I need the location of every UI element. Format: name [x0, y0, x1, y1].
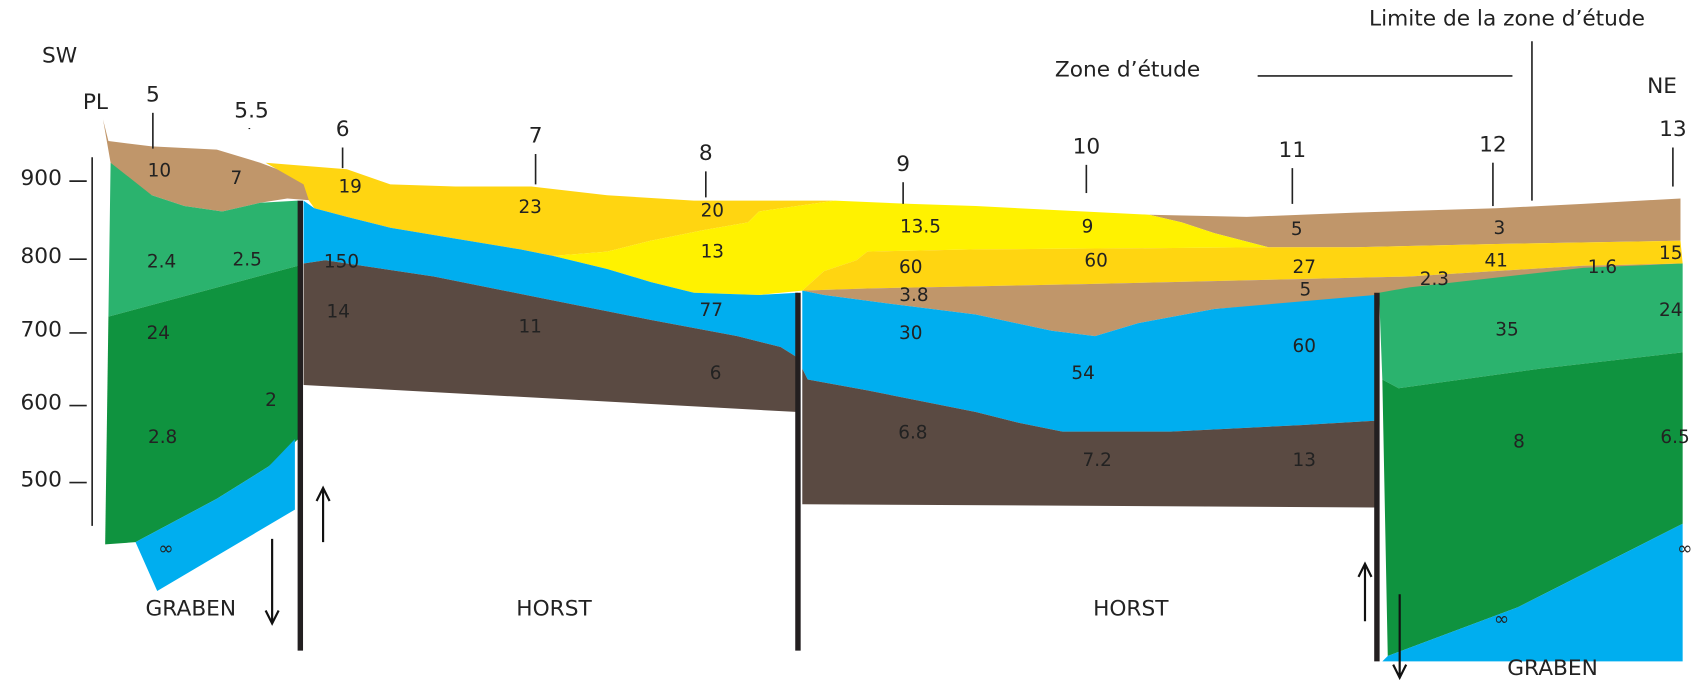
- layer-value: ∞: [1494, 609, 1509, 630]
- layer-value: 13: [1293, 450, 1316, 471]
- station-label: 6: [336, 117, 350, 142]
- layer-value: 11: [518, 316, 541, 337]
- arrow-up: [1358, 564, 1371, 621]
- layer-value: 3.8: [899, 285, 928, 306]
- structure-label: HORST: [1093, 596, 1169, 621]
- elevation-label: 500: [21, 467, 62, 492]
- layer-value: 7: [230, 168, 242, 189]
- structure-label: GRABEN: [1507, 656, 1598, 681]
- label-study-zone: Zone d’étude: [1055, 58, 1200, 83]
- layer-value: 20: [701, 200, 724, 221]
- layer-value: 2.3: [1420, 269, 1449, 290]
- layer-value: 10: [148, 160, 171, 181]
- elevation-label: 600: [21, 390, 62, 415]
- layer-value: 60: [1084, 250, 1107, 271]
- station-label: 7: [529, 124, 543, 149]
- layers: [103, 119, 1683, 661]
- layer-value: 8: [1513, 431, 1525, 452]
- label-ne: NE: [1647, 74, 1677, 99]
- layer-value: 19: [338, 177, 361, 198]
- layer-value: 6: [710, 363, 722, 384]
- layer-value: 6.8: [898, 423, 927, 444]
- station-label: 13: [1659, 117, 1687, 142]
- arrow-up: [317, 488, 330, 542]
- structure-label: HORST: [516, 596, 592, 621]
- label-sw: SW: [42, 43, 77, 68]
- label-study-limit: Limite de la zone d’étude: [1369, 7, 1645, 32]
- layer-value: 41: [1484, 250, 1507, 271]
- arrow-down: [266, 539, 279, 624]
- layer-value: 54: [1071, 363, 1094, 384]
- layer-value: 3: [1494, 218, 1506, 239]
- layer-value: 6.5: [1660, 427, 1689, 448]
- station-label: 9: [896, 152, 910, 177]
- station-label: 5: [146, 82, 160, 107]
- layer-value: 5: [1299, 280, 1311, 301]
- station-label: 12: [1479, 132, 1507, 157]
- elevation-label: 700: [21, 318, 62, 343]
- layer-value: ∞: [1677, 539, 1692, 560]
- layer-value: 9: [1082, 217, 1094, 238]
- station-label: 10: [1073, 135, 1101, 160]
- layer-value: 35: [1495, 320, 1518, 341]
- layer-value: 2.8: [148, 427, 177, 448]
- layer-value: 150: [324, 251, 359, 272]
- layer-value: 7.2: [1083, 450, 1112, 471]
- structure-label: GRABEN: [146, 596, 237, 621]
- layer-value: 14: [327, 301, 350, 322]
- layer-value: 15: [1659, 243, 1682, 264]
- layer-value: 1.6: [1588, 257, 1617, 278]
- elevation-label: 800: [21, 244, 62, 269]
- layer-value: 24: [147, 323, 170, 344]
- layer-value: 23: [518, 197, 541, 218]
- layer-value: 13.5: [900, 217, 941, 238]
- station-label: 8: [699, 141, 713, 166]
- layer-value: 2.4: [147, 251, 176, 272]
- elevation-label: 900: [21, 166, 62, 191]
- layer-value: 77: [699, 300, 722, 321]
- cross-section: SW NE PL Zone d’étude Limite de la zone d’ét…: [0, 0, 1700, 681]
- layer-value: 13: [701, 242, 724, 263]
- station-label: 11: [1279, 138, 1307, 163]
- station-label: 5.5: [234, 99, 268, 124]
- layer-value: 60: [1293, 336, 1316, 357]
- layer-value: 60: [899, 257, 922, 278]
- layer-value: 30: [899, 323, 922, 344]
- label-pl: PL: [83, 90, 108, 115]
- layer-value: 24: [1659, 300, 1682, 321]
- layer-value: ∞: [158, 539, 173, 560]
- layer-value: 5: [1291, 219, 1303, 240]
- layer-value: 2: [265, 390, 277, 411]
- layer-value: 2.5: [233, 249, 262, 270]
- layer-value: 27: [1293, 257, 1316, 278]
